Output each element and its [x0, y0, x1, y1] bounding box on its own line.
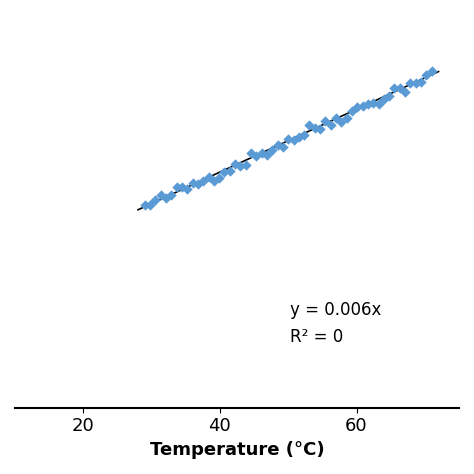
Point — [295, 133, 302, 140]
Point — [311, 125, 319, 132]
Point — [343, 114, 350, 122]
Point — [369, 99, 377, 106]
Point — [231, 160, 239, 168]
Point — [332, 114, 340, 122]
Point — [412, 80, 419, 87]
Point — [200, 177, 207, 185]
Point — [337, 118, 345, 126]
Point — [221, 168, 228, 175]
Text: R² = 0: R² = 0 — [290, 328, 344, 346]
Point — [301, 131, 308, 139]
Point — [210, 177, 218, 185]
Point — [364, 100, 372, 108]
Point — [274, 141, 282, 149]
Point — [253, 152, 260, 160]
Point — [428, 68, 436, 75]
X-axis label: Temperature (°C): Temperature (°C) — [150, 441, 324, 459]
Point — [205, 173, 212, 180]
Point — [194, 180, 202, 187]
Point — [242, 161, 249, 168]
Point — [391, 85, 398, 92]
Point — [247, 149, 255, 157]
Point — [417, 78, 425, 85]
Point — [279, 143, 287, 151]
Point — [423, 72, 430, 79]
Point — [359, 102, 366, 109]
Point — [385, 92, 393, 100]
Point — [396, 84, 403, 92]
Point — [237, 162, 244, 169]
Point — [215, 174, 223, 182]
Point — [226, 167, 234, 174]
Point — [401, 89, 409, 96]
Point — [258, 149, 265, 156]
Point — [316, 126, 324, 133]
Point — [263, 151, 271, 159]
Point — [157, 191, 164, 198]
Point — [322, 117, 329, 125]
Point — [189, 179, 196, 187]
Point — [354, 103, 361, 110]
Point — [327, 121, 335, 129]
Point — [167, 191, 175, 199]
Point — [173, 183, 181, 191]
Point — [348, 107, 356, 115]
Point — [152, 196, 159, 203]
Point — [141, 201, 148, 209]
Point — [146, 201, 154, 209]
Point — [268, 146, 276, 154]
Text: y = 0.006x: y = 0.006x — [290, 301, 382, 319]
Point — [284, 136, 292, 143]
Point — [178, 183, 186, 191]
Point — [380, 95, 388, 103]
Point — [375, 100, 383, 108]
Point — [290, 137, 297, 144]
Point — [407, 80, 414, 87]
Point — [306, 121, 313, 129]
Point — [183, 185, 191, 192]
Point — [162, 194, 170, 201]
